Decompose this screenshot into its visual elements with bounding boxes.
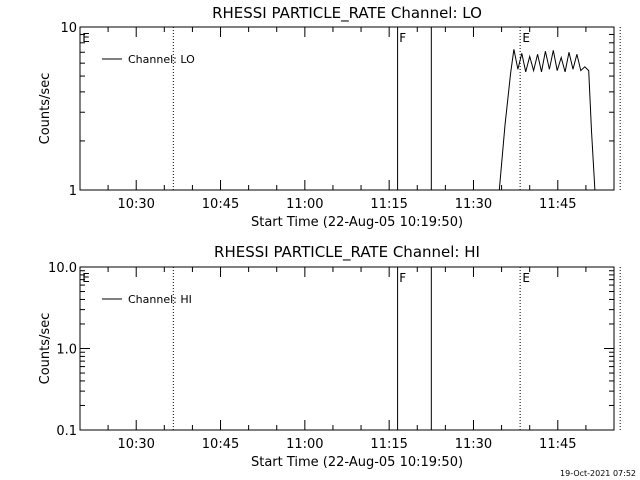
x-tick-label: 10:30	[117, 437, 154, 452]
x-axis-label: Start Time (22-Aug-05 10:19:50)	[251, 215, 463, 230]
timestamp-label: 19-Oct-2021 07:52	[560, 469, 636, 478]
chart-title: RHESSI PARTICLE_RATE Channel: LO	[212, 4, 482, 23]
event-marker-e: E	[82, 31, 90, 45]
event-marker-e: E	[522, 271, 530, 285]
x-tick-label: 11:00	[286, 437, 323, 452]
y-axis-label: Counts/sec	[38, 73, 53, 145]
legend-entry: Channel: LO	[128, 53, 195, 66]
x-tick-label: 11:00	[286, 197, 323, 212]
chart-panel-2: RHESSI PARTICLE_RATE Channel: HI 0.1 1.0 10…	[38, 243, 621, 470]
event-marker-e: E	[522, 31, 530, 45]
legend-entry: Channel: HI	[128, 293, 192, 306]
y-tick-label: 1.0	[56, 343, 77, 358]
y-tick-label: 10	[60, 21, 77, 36]
legend: Channel: HI	[102, 293, 192, 306]
y-axis-label: Counts/sec	[38, 313, 53, 385]
y-tick-label: 10.0	[48, 261, 77, 276]
x-tick-label: 11:15	[370, 197, 407, 212]
x-axis-label: Start Time (22-Aug-05 10:19:50)	[251, 455, 463, 470]
chart-panel-1: RHESSI PARTICLE_RATE Channel: LO 1 10 Count…	[38, 4, 621, 230]
x-tick-label: 11:45	[539, 437, 576, 452]
event-marker-f: F	[399, 271, 406, 285]
y-tick-label: 1	[69, 184, 77, 199]
x-tick-label: 11:15	[370, 437, 407, 452]
x-tick-label: 10:30	[117, 197, 154, 212]
x-tick-label: 11:45	[539, 197, 576, 212]
chart-title: RHESSI PARTICLE_RATE Channel: HI	[214, 243, 480, 262]
x-tick-label: 11:30	[455, 437, 492, 452]
series-line	[498, 49, 596, 191]
legend: Channel: LO	[102, 53, 195, 66]
x-tick-label: 10:45	[202, 437, 239, 452]
plot-frame	[79, 26, 615, 191]
event-marker-e: E	[82, 271, 90, 285]
event-marker-f: F	[399, 31, 406, 45]
x-tick-label: 11:30	[455, 197, 492, 212]
y-tick-label: 0.1	[56, 424, 77, 439]
x-tick-label: 10:45	[202, 197, 239, 212]
